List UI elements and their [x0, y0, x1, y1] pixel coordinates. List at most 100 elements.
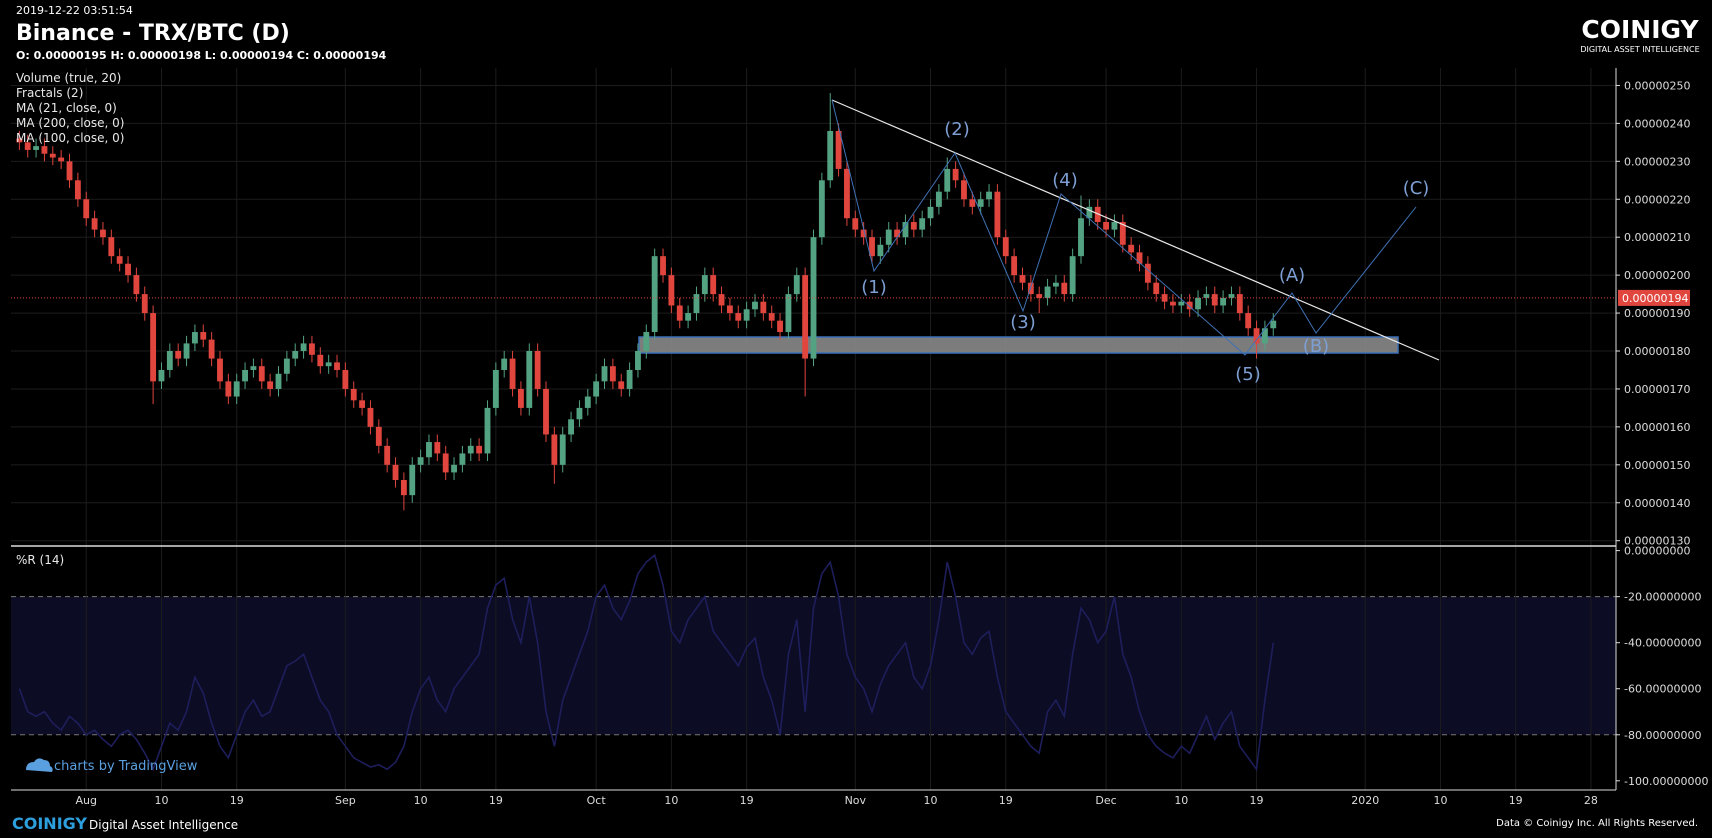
candle-body	[442, 453, 449, 473]
candle-body	[969, 199, 976, 207]
candle-body	[693, 294, 700, 314]
y-tick-label: -40.00000000	[1624, 637, 1701, 650]
x-tick-label: 2020	[1351, 794, 1379, 807]
candle-body	[1195, 297, 1201, 310]
candle-body	[108, 237, 115, 257]
candle-body	[1270, 320, 1277, 329]
candle-body	[760, 301, 767, 314]
candle-body	[517, 388, 524, 408]
candle-body	[334, 362, 340, 370]
candle-body	[986, 191, 992, 200]
x-tick-label: 19	[740, 794, 754, 807]
candle-body	[183, 343, 190, 359]
indicator-label: MA (200, close, 0)	[16, 116, 124, 130]
candle-body	[994, 191, 1001, 238]
candle-body	[1236, 294, 1243, 314]
timestamp: 2019-12-22 03:51:54	[16, 4, 133, 17]
candle-body	[33, 146, 40, 150]
candle-body	[593, 381, 600, 397]
candle-body	[1170, 301, 1176, 306]
candle-body	[626, 369, 633, 389]
candle-body	[1220, 297, 1227, 306]
candle-body	[1019, 275, 1026, 283]
candle-body	[710, 275, 717, 295]
candle-body	[977, 199, 984, 207]
y-tick-label: 0.00000250	[1624, 79, 1690, 92]
candle-body	[16, 138, 23, 143]
candle-body	[1103, 222, 1110, 230]
candle-body	[952, 168, 959, 181]
candle-body	[1061, 282, 1068, 295]
y-tick-label: -100.00000000	[1624, 775, 1708, 788]
candle-body	[1011, 256, 1018, 276]
y-tick-label: -60.00000000	[1624, 683, 1701, 696]
candle-body	[208, 339, 215, 359]
candle-body	[1203, 294, 1210, 298]
x-tick-label: 10	[1433, 794, 1447, 807]
candle-body	[526, 351, 533, 408]
candle-body	[1128, 244, 1135, 253]
candle-body	[133, 275, 140, 295]
chart-title: Binance - TRX/BTC (D)	[16, 21, 290, 46]
candle-body	[568, 419, 575, 435]
x-tick-label: 19	[1250, 794, 1264, 807]
x-tick-label: 10	[154, 794, 168, 807]
candle-body	[1044, 286, 1051, 298]
candle-body	[1178, 301, 1185, 306]
footer-tagline: Digital Asset Intelligence	[89, 818, 238, 832]
candle-body	[1144, 263, 1151, 283]
indicator-label: Fractals (2)	[16, 86, 83, 100]
candle-body	[894, 229, 901, 238]
y-tick-label: 0.00000000	[1624, 545, 1690, 558]
wave-label: (5)	[1235, 364, 1261, 385]
y-tick-label: 0.00000130	[1624, 535, 1690, 548]
candle-body	[885, 229, 892, 245]
candle-body	[752, 301, 758, 310]
candle-body	[743, 309, 750, 321]
candle-body	[1119, 222, 1126, 245]
candle-body	[910, 222, 917, 230]
candle-body	[400, 479, 407, 496]
x-tick-label: 19	[230, 794, 244, 807]
tradingview-badge[interactable]: charts by TradingView	[26, 758, 198, 774]
candle-body	[1228, 294, 1235, 298]
candle-body	[576, 407, 583, 420]
candle-body	[41, 146, 48, 154]
wave-path	[831, 99, 1417, 356]
candle-body	[1186, 301, 1193, 310]
indicator-label: %R (14)	[16, 553, 64, 567]
candle-body	[1052, 282, 1059, 287]
candle-body	[927, 206, 934, 219]
candle-body	[844, 168, 850, 219]
candle-body	[367, 407, 374, 427]
candle-body	[818, 180, 825, 238]
candle-body	[1211, 294, 1218, 306]
x-tick-label: Aug	[75, 794, 96, 807]
candle-body	[768, 313, 775, 321]
candle-body	[902, 222, 909, 238]
candle-body	[559, 434, 566, 465]
candle-body	[166, 351, 173, 370]
candle-body	[258, 366, 265, 382]
candle-body	[350, 388, 357, 401]
x-tick-label: Dec	[1095, 794, 1116, 807]
candle-body	[225, 381, 232, 397]
candle-body	[860, 229, 867, 238]
candle-body	[384, 445, 391, 465]
candle-body	[175, 351, 182, 359]
wave-label: (4)	[1052, 170, 1078, 191]
copyright: Data © Coinigy Inc. All Rights Reserved.	[1496, 818, 1698, 829]
y-tick-label: 0.00000150	[1624, 459, 1690, 472]
candle-body	[877, 244, 884, 257]
candle-body	[676, 305, 683, 321]
candle-body	[601, 366, 608, 382]
candle-body	[1069, 256, 1076, 295]
y-tick-label: 0.00000190	[1624, 307, 1690, 320]
candle-body	[484, 407, 491, 454]
candle-body	[635, 351, 641, 370]
candle-body	[1002, 237, 1009, 257]
logo-tagline: DIGITAL ASSET INTELLIGENCE	[1580, 45, 1699, 54]
candle-body	[434, 442, 441, 454]
last-price-label: 0.00000194	[1622, 292, 1688, 305]
candle-body	[125, 263, 131, 276]
